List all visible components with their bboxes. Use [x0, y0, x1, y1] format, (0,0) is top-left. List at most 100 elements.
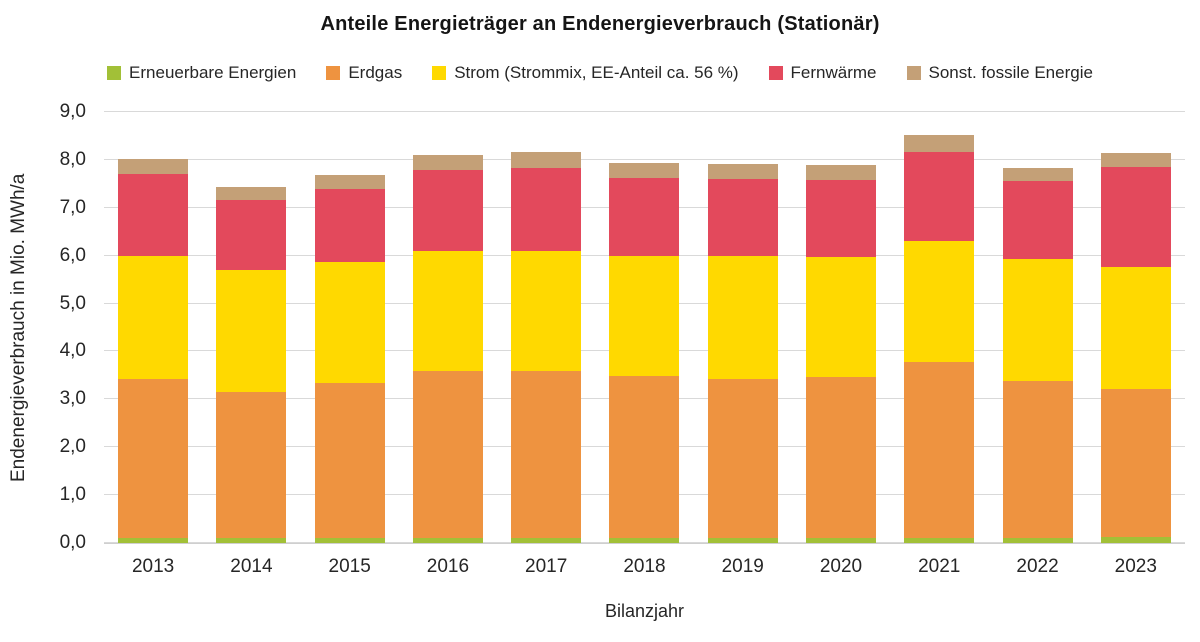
y-axis-ticks: 0,0 1,0 2,0 3,0 4,0 5,0 6,0 7,0 8,0 9,0 [0, 101, 86, 553]
bar-segment [609, 376, 680, 539]
bar-segment [118, 158, 189, 175]
bar-slot-2014 [202, 112, 300, 543]
legend-label: Erdgas [348, 63, 403, 82]
y-tick-label: 8,0 [59, 148, 86, 170]
x-tick-label: 2019 [721, 556, 764, 577]
bar-segment [904, 135, 975, 152]
bar-segment [314, 262, 385, 383]
x-tick-label: 2013 [131, 556, 175, 577]
bar-slot-2018 [595, 112, 693, 543]
bar-segment [216, 186, 287, 201]
legend-swatch-icon [906, 66, 921, 80]
stacked-bar-2016 [412, 154, 483, 543]
bar-segment [707, 378, 778, 539]
bar-segment [511, 152, 582, 169]
legend-item: Erdgas [326, 63, 402, 83]
bar-segment [511, 168, 582, 251]
bar-segment [805, 179, 876, 258]
stacked-bar-2014 [216, 186, 287, 543]
bar-segment [904, 538, 975, 543]
bar-slot-2023 [1087, 112, 1185, 543]
bar-segment [904, 241, 975, 362]
stacked-bar-2022 [1002, 167, 1073, 543]
x-tick-label: 2018 [623, 556, 666, 577]
legend-label: Strom (Strommix, EE-Anteil ca. 56 %) [454, 63, 739, 82]
legend: Erneuerbare Energien Erdgas Strom (Strommi… [40, 60, 1160, 86]
y-tick-label: 3,0 [59, 388, 86, 410]
y-tick-label: 2,0 [59, 436, 86, 458]
bar-segment [314, 538, 385, 543]
x-tick-label: 2020 [819, 556, 863, 577]
legend-item: Strom (Strommix, EE-Anteil ca. 56 %) [432, 63, 739, 83]
x-axis-title: Bilanzjahr [604, 601, 685, 621]
bar-segment [1100, 266, 1171, 389]
bar-segment [609, 162, 680, 178]
bar-slot-2016 [399, 112, 497, 543]
bar-segment [805, 164, 876, 180]
x-tick-label: 2022 [1016, 556, 1059, 577]
legend-item: Fernwärme [768, 63, 877, 83]
bar-segment [216, 270, 287, 393]
bar-slot-2017 [497, 112, 595, 543]
x-tick-label: 2023 [1114, 556, 1157, 577]
bar-segment [412, 250, 483, 372]
gridline [104, 158, 1185, 160]
bar-segment [314, 189, 385, 263]
bars-container [104, 112, 1185, 543]
legend-swatch-icon [326, 66, 341, 80]
y-tick-label: 0,0 [59, 532, 86, 553]
bar-slot-2020 [792, 112, 890, 543]
bar-segment [805, 376, 876, 539]
bar-segment [1002, 258, 1073, 382]
x-tick-label: 2021 [918, 556, 961, 577]
legend-label: Erneuerbare Energien [129, 63, 297, 82]
gridline [104, 111, 1185, 112]
plot-area [104, 111, 1185, 544]
bar-segment [805, 257, 876, 377]
bar-segment [904, 151, 975, 242]
bar-segment [1100, 166, 1171, 267]
bar-segment [511, 370, 582, 539]
bar-segment [805, 538, 876, 543]
stacked-bar-2017 [511, 152, 582, 543]
stacked-bar-2023 [1100, 152, 1171, 543]
bar-segment [707, 538, 778, 543]
x-tick-label: 2016 [426, 556, 470, 577]
bar-segment [707, 255, 778, 379]
x-axis-line [104, 543, 1185, 544]
bar-segment [609, 538, 680, 543]
bar-segment [412, 169, 483, 251]
x-axis-tick-labels: 2013 2014 2015 2016 2017 2018 2019 2020 2021 2022… [104, 556, 1185, 578]
bar-segment [118, 379, 189, 539]
bar-segment [609, 177, 680, 256]
bar-segment [216, 538, 287, 543]
stacked-bar-2015 [314, 175, 385, 543]
bar-segment [1002, 538, 1073, 543]
y-tick-label: 7,0 [59, 196, 86, 218]
bar-segment [511, 250, 582, 371]
legend-item: Sonst. fossile Energie [906, 63, 1093, 83]
y-tick-label: 9,0 [59, 101, 86, 122]
stacked-bar-2013 [118, 158, 189, 543]
stacked-bar-2021 [904, 135, 975, 543]
bar-segment [1002, 167, 1073, 182]
x-tick-label: 2015 [328, 556, 371, 577]
bar-slot-2019 [694, 112, 792, 543]
bar-slot-2021 [890, 112, 988, 543]
stacked-bar-2019 [707, 163, 778, 543]
y-tick-label: 5,0 [59, 292, 86, 314]
bar-segment [1002, 181, 1073, 259]
bar-segment [1100, 537, 1171, 543]
bar-segment [314, 382, 385, 539]
bar-segment [216, 200, 287, 271]
y-tick-label: 6,0 [59, 244, 86, 266]
stacked-bar-2018 [609, 162, 680, 543]
bar-segment [904, 362, 975, 539]
bar-segment [609, 255, 680, 377]
legend-swatch-icon [768, 66, 783, 80]
bar-segment [707, 163, 778, 179]
bar-slot-2015 [301, 112, 399, 543]
bar-slot-2022 [988, 112, 1086, 543]
bar-slot-2013 [104, 112, 202, 543]
